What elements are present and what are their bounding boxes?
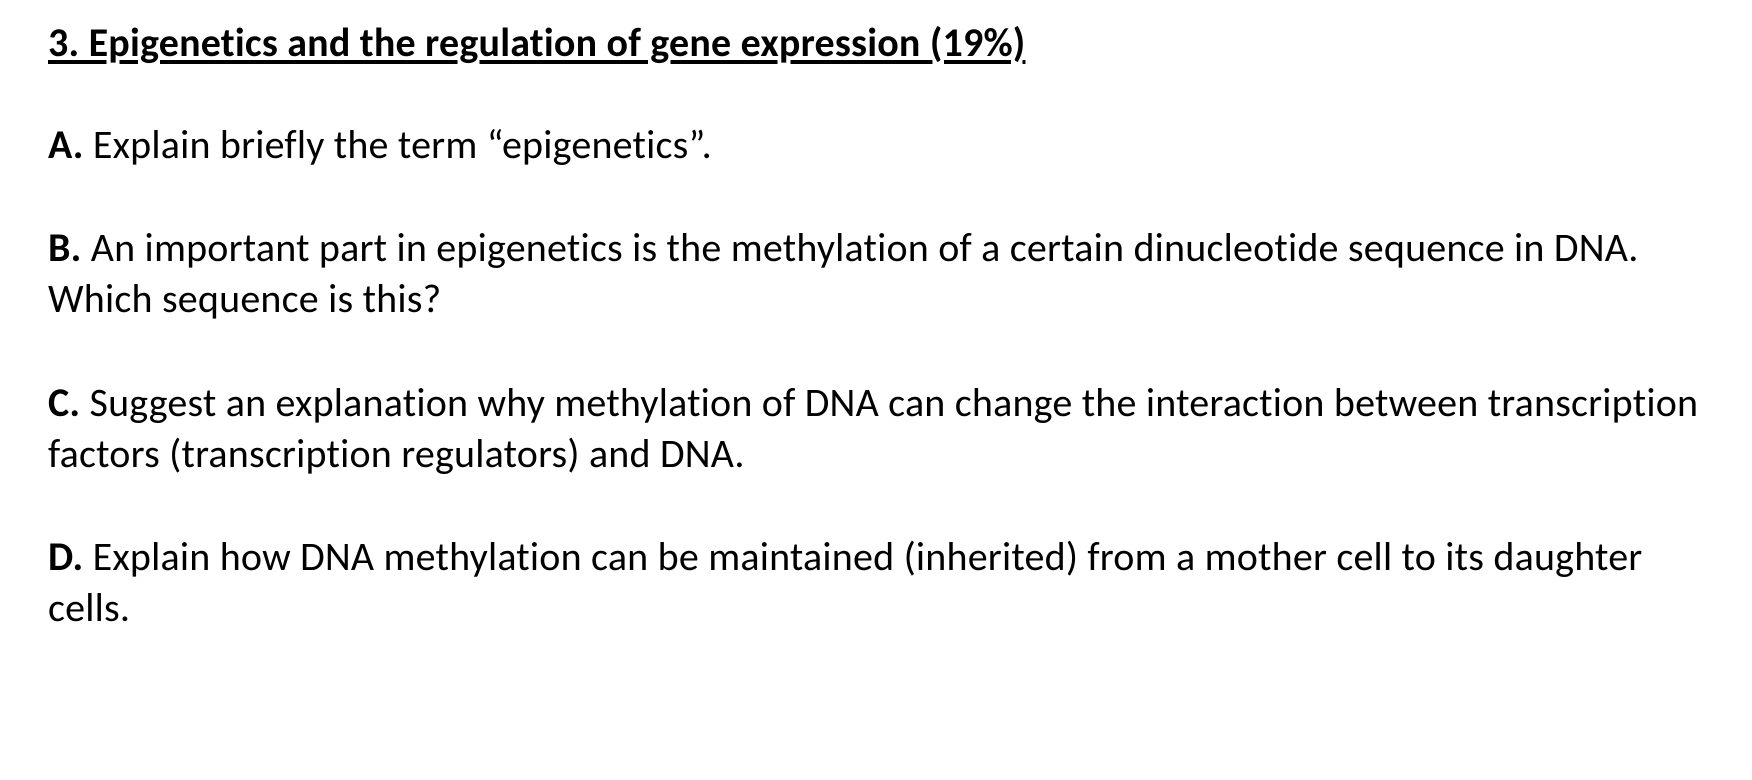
question-a-text: Explain briefly the term “epigenetics”. — [84, 120, 712, 169]
question-c: C. Suggest an explanation why methylatio… — [48, 377, 1704, 479]
question-b-text: An important part in epigenetics is the … — [48, 223, 1639, 323]
question-a: A. Explain briefly the term “epigenetics… — [48, 119, 1704, 170]
question-b: B. An important part in epigenetics is t… — [48, 222, 1704, 324]
section-heading: 3. Epigenetics and the regulation of gen… — [48, 18, 1704, 67]
question-d-label: D. — [48, 532, 83, 581]
question-c-label: C. — [48, 378, 80, 427]
question-a-label: A. — [48, 120, 84, 169]
question-b-label: B. — [48, 223, 82, 272]
question-d-text: Explain how DNA methylation can be maint… — [48, 532, 1642, 632]
question-c-text: Suggest an explanation why methylation o… — [48, 378, 1698, 478]
document-page: 3. Epigenetics and the regulation of gen… — [0, 0, 1752, 633]
question-d: D. Explain how DNA methylation can be ma… — [48, 531, 1704, 633]
